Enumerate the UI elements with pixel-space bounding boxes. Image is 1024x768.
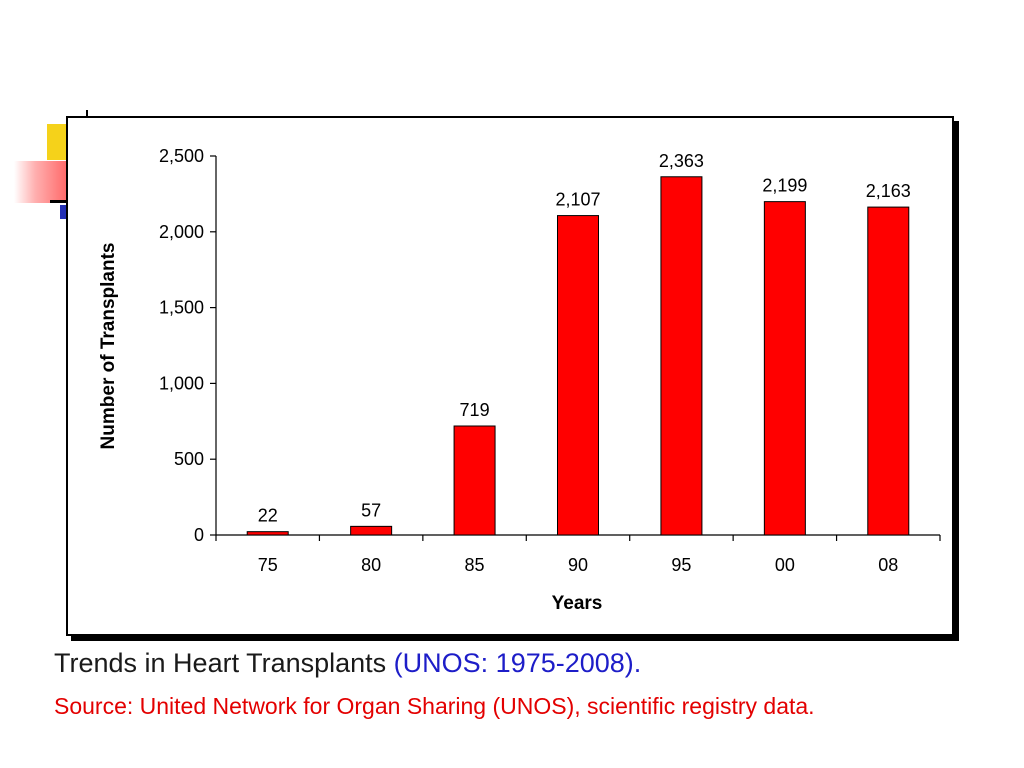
data-label: 719	[460, 400, 490, 420]
x-tick-label: 80	[361, 555, 381, 575]
bar	[867, 206, 910, 536]
bar-chart: 0 500 1,000 1,500 2,000 2,500 22 75 57 80 719 85 2,1…	[98, 146, 941, 614]
y-tick-label: 1,000	[159, 373, 204, 393]
data-label: 22	[258, 506, 278, 526]
x-tick-label: 95	[671, 555, 691, 575]
data-label: 2,107	[555, 190, 600, 210]
x-tick-label: 75	[258, 555, 278, 575]
data-label: 2,199	[762, 176, 807, 196]
caption-date-range: (UNOS: 1975-2008).	[393, 648, 642, 678]
caption-title: Trends in Heart Transplants (UNOS: 1975-…	[54, 648, 641, 679]
x-tick-label: 90	[568, 555, 588, 575]
data-label: 2,363	[659, 151, 704, 171]
bar	[557, 215, 599, 536]
bar	[350, 525, 393, 536]
y-tick-label: 1,500	[159, 298, 204, 318]
data-label: 57	[361, 500, 381, 520]
caption-title-text: Trends in Heart Transplants	[54, 648, 387, 678]
y-axis-title: Number of Transplants	[98, 243, 119, 450]
decor-red-gradient-bar	[14, 161, 74, 203]
y-tick-label: 0	[194, 525, 204, 545]
bar	[660, 176, 703, 536]
y-tick-label: 500	[174, 449, 204, 469]
x-tick-label: 85	[465, 555, 485, 575]
x-tick-label: 08	[878, 555, 898, 575]
y-tick-label: 2,000	[159, 222, 204, 242]
x-axis-title: Years	[552, 593, 603, 614]
chart-labels: 0 500 1,000 1,500 2,000 2,500 22 75 57 80 719 85 2,1…	[159, 146, 911, 575]
x-tick-label: 00	[775, 555, 795, 575]
bar	[453, 425, 496, 536]
y-tick-label: 2,500	[159, 146, 204, 166]
chart-bars	[246, 176, 910, 536]
chart-frame: 0 500 1,000 1,500 2,000 2,500 22 75 57 80 719 85 2,1…	[66, 116, 954, 636]
caption-source: Source: United Network for Organ Sharing…	[54, 693, 815, 719]
bar	[763, 201, 806, 536]
bar	[246, 531, 289, 536]
data-label: 2,163	[866, 181, 911, 201]
